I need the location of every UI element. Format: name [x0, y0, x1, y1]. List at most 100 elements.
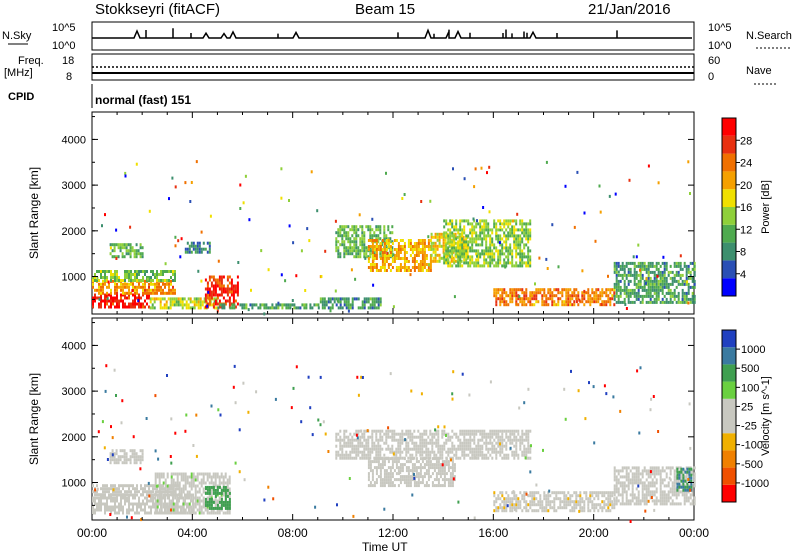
data-cell — [405, 484, 408, 488]
data-cell — [399, 251, 402, 254]
data-cell — [357, 246, 360, 250]
data-cell — [236, 290, 239, 294]
data-cell — [453, 243, 456, 247]
data-cell — [649, 300, 652, 304]
data-cell — [383, 254, 386, 257]
data-cell — [116, 282, 118, 286]
data-cell — [547, 297, 550, 301]
data-cell — [341, 234, 344, 238]
data-cell — [136, 291, 138, 295]
data-cell — [549, 503, 552, 507]
data-cell — [112, 279, 114, 283]
data-cell — [430, 232, 433, 236]
data-cell — [467, 255, 470, 259]
data-cell — [475, 456, 478, 460]
data-cell — [545, 303, 548, 307]
data-cell — [144, 305, 146, 309]
data-cell — [363, 432, 366, 436]
data-cell — [649, 288, 652, 292]
data-cell — [199, 300, 202, 304]
data-cell — [193, 306, 196, 310]
data-cell — [591, 500, 594, 504]
data-cell — [637, 294, 640, 298]
data-cell — [549, 288, 552, 292]
data-cell — [154, 291, 156, 295]
data-cell — [337, 255, 340, 259]
data-cell — [166, 475, 169, 479]
data-cell — [170, 270, 172, 273]
data-cell — [633, 273, 636, 277]
data-cell — [234, 290, 237, 294]
data-cell — [589, 509, 592, 513]
data-cell — [182, 505, 185, 509]
data-cell — [687, 285, 690, 289]
data-cell — [419, 453, 422, 457]
scatter-point — [472, 217, 475, 221]
data-cell — [331, 306, 334, 310]
data-cell — [210, 290, 213, 294]
data-cell — [475, 429, 478, 433]
data-cell — [176, 472, 179, 476]
data-cell — [547, 291, 550, 295]
data-cell — [523, 500, 526, 504]
data-cell — [623, 279, 626, 283]
data-cell — [142, 490, 144, 494]
data-cell — [661, 279, 664, 283]
data-cell — [521, 264, 524, 268]
data-cell — [138, 282, 140, 286]
data-cell — [509, 219, 512, 223]
data-cell — [451, 249, 454, 253]
data-cell — [523, 261, 526, 265]
data-cell — [166, 487, 169, 491]
data-cell — [174, 481, 177, 485]
data-cell — [417, 266, 420, 269]
data-cell — [573, 303, 576, 307]
data-cell — [130, 490, 132, 494]
data-cell — [435, 466, 438, 470]
data-cell — [445, 460, 448, 464]
data-cell — [337, 231, 340, 235]
data-cell — [377, 297, 380, 301]
data-cell — [111, 249, 114, 253]
data-cell — [226, 299, 229, 303]
data-cell — [417, 239, 420, 242]
data-cell — [137, 458, 140, 462]
data-cell — [196, 244, 199, 248]
data-cell — [501, 435, 504, 439]
data-cell — [253, 303, 256, 307]
data-cell — [140, 508, 142, 512]
data-cell — [675, 270, 678, 274]
data-cell — [153, 306, 156, 310]
data-cell — [162, 502, 165, 506]
data-cell — [525, 297, 528, 301]
data-cell — [487, 264, 490, 268]
data-cell — [419, 475, 422, 479]
data-cell — [174, 496, 177, 500]
scatter-point — [420, 200, 423, 203]
data-cell — [110, 293, 112, 297]
data-cell — [491, 249, 494, 253]
data-cell — [325, 303, 328, 307]
data-cell — [469, 231, 472, 235]
data-cell — [104, 490, 106, 494]
data-cell — [489, 261, 492, 265]
data-cell — [685, 276, 688, 280]
data-cell — [277, 303, 280, 307]
data-cell — [102, 288, 104, 292]
data-cell — [232, 296, 235, 300]
data-cell — [447, 237, 450, 241]
data-cell — [355, 225, 358, 229]
scatter-point — [689, 192, 691, 195]
data-cell — [469, 444, 472, 448]
data-cell — [639, 282, 642, 286]
data-cell — [495, 234, 498, 238]
data-cell — [591, 491, 594, 495]
noise-panel — [91, 21, 695, 51]
data-cell — [659, 300, 662, 304]
data-cell — [375, 457, 378, 461]
data-cell — [230, 278, 233, 282]
data-cell — [367, 457, 370, 461]
data-cell — [391, 438, 394, 442]
data-cell — [184, 487, 187, 491]
data-cell — [177, 297, 180, 301]
